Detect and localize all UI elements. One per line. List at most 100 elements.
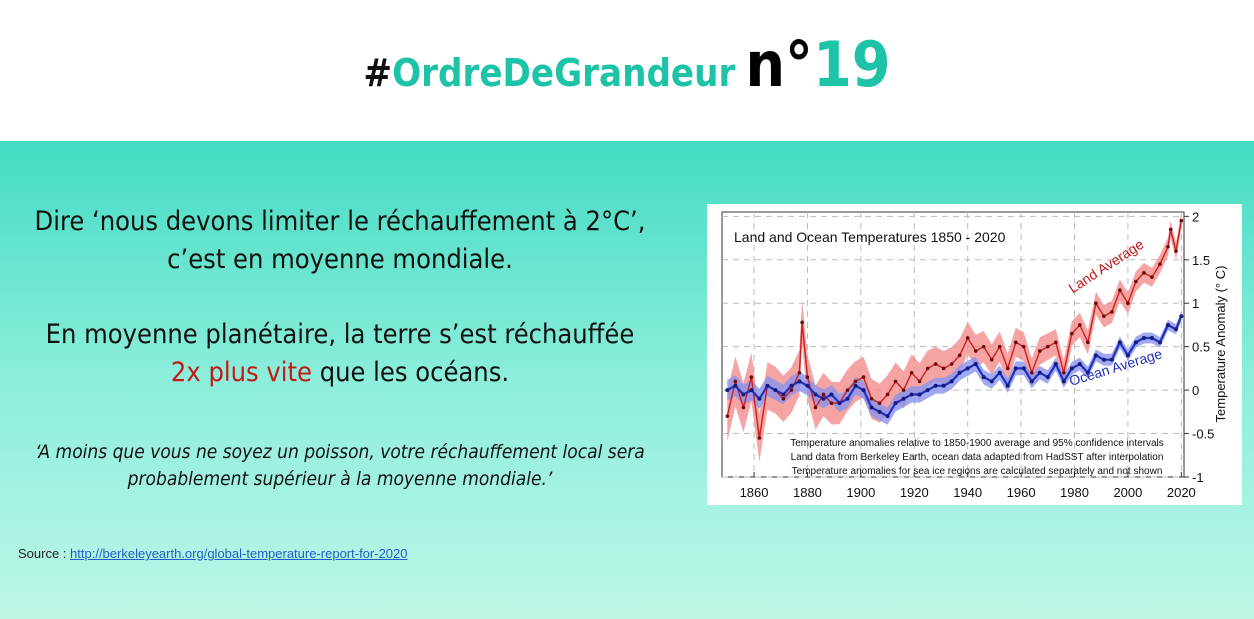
ocean-point — [1165, 322, 1170, 327]
land-point — [733, 379, 738, 384]
statement-line-2: c’est en moyenne mondiale. — [167, 244, 513, 275]
statement-line-1: Dire ‘nous devons limiter le réchauffeme… — [34, 206, 646, 237]
ocean-point — [1069, 366, 1074, 371]
quote-line-2: probablement supérieur à la moyenne mond… — [127, 468, 553, 490]
ocean-point — [893, 401, 898, 406]
land-point — [1086, 340, 1090, 345]
land-point — [901, 388, 906, 392]
x-tick-label: 1880 — [793, 485, 822, 500]
land-point — [1166, 244, 1170, 249]
ocean-point — [1117, 340, 1122, 345]
ocean-point — [869, 405, 874, 410]
ocean-point — [1179, 314, 1184, 319]
ocean-point — [1021, 366, 1026, 371]
land-point — [1158, 262, 1162, 266]
land-point — [725, 414, 730, 418]
temperature-chart: 1860 1880 1900 1920 1940 1960 1980 2000 2020 -1 -0… — [707, 204, 1242, 505]
ocean-point — [973, 362, 978, 367]
ocean-point — [781, 392, 786, 397]
ocean-point — [1085, 370, 1090, 375]
ocean-point — [1101, 357, 1106, 362]
land-point — [1168, 227, 1173, 232]
land-point — [1062, 370, 1066, 375]
ocean-point — [917, 392, 922, 397]
source-label: Source : — [18, 546, 71, 561]
annotation-line-1: Temperature anomalies relative to 1850-1… — [790, 438, 1164, 449]
land-point — [821, 392, 826, 397]
y-tick-label: 1.5 — [1192, 253, 1210, 268]
land-point — [853, 379, 858, 384]
statement-paragraph: Dire ‘nous devons limiter le réchauffeme… — [20, 203, 660, 279]
land-point — [845, 388, 850, 392]
ocean-point — [829, 392, 834, 397]
land-point — [1029, 370, 1034, 375]
land-point — [1126, 301, 1130, 306]
land-point — [869, 397, 874, 401]
x-tick-label: 1920 — [900, 485, 929, 500]
y-tick-label: -1 — [1192, 470, 1204, 485]
ocean-point — [861, 388, 866, 393]
ocean-point — [949, 379, 954, 384]
x-tick-label: 1960 — [1007, 485, 1036, 500]
ocean-point — [989, 379, 994, 384]
land-point — [1013, 340, 1018, 345]
land-point — [989, 357, 994, 362]
ocean-point — [821, 396, 826, 401]
ocean-point — [1141, 335, 1146, 340]
x-tick-label: 1940 — [953, 485, 982, 500]
ocean-point — [813, 392, 818, 397]
land-point — [885, 392, 890, 397]
ocean-point — [1133, 340, 1138, 345]
land-point — [925, 366, 930, 371]
ocean-point — [957, 370, 962, 375]
land-point — [1150, 275, 1154, 279]
land-series-line — [726, 220, 1182, 439]
source-link[interactable]: http://berkeleyearth.org/global-temperat… — [70, 546, 408, 561]
y-tick-label: 1 — [1192, 296, 1199, 311]
land-point — [941, 366, 946, 371]
comparison-rest: que les océans. — [311, 357, 510, 388]
ocean-point — [845, 396, 850, 401]
land-point — [973, 349, 978, 353]
ocean-point — [773, 388, 778, 393]
land-point — [917, 379, 922, 384]
annotation-line-3: Temperature anomalies for sea ice region… — [792, 466, 1163, 477]
ocean-point — [1173, 327, 1178, 332]
land-point — [741, 405, 746, 410]
land-point — [1054, 340, 1058, 345]
ocean-point — [741, 392, 746, 397]
land-point — [1078, 323, 1082, 327]
land-point — [981, 344, 986, 349]
ocean-point — [789, 383, 794, 388]
ocean-series-line — [726, 315, 1183, 418]
land-point — [1005, 366, 1010, 371]
land-point — [1179, 218, 1184, 223]
land-point — [800, 320, 804, 325]
land-point — [797, 370, 802, 375]
land-point — [1102, 314, 1106, 319]
ocean-point — [997, 370, 1002, 375]
land-point — [1021, 344, 1026, 349]
land-point — [781, 397, 786, 401]
ocean-point — [1077, 362, 1082, 367]
chart-title: Land and Ocean Temperatures 1850 - 2020 — [734, 229, 1006, 245]
land-point — [965, 336, 970, 340]
ocean-point — [1157, 340, 1162, 345]
ocean-point — [1109, 357, 1114, 362]
land-point — [1174, 249, 1178, 253]
land-point — [1118, 288, 1122, 292]
ocean-point — [1125, 353, 1130, 358]
x-tick-label: 2000 — [1113, 485, 1142, 500]
x-tick-label: 1860 — [740, 485, 769, 500]
y-tick-label: 0 — [1192, 383, 1199, 398]
annotation-line-2: Land data from Berkeley Earth, ocean dat… — [791, 452, 1164, 463]
ocean-point — [925, 388, 930, 393]
quote-paragraph: ‘A moins que vous ne soyez un poisson, v… — [20, 439, 660, 493]
land-point — [757, 436, 762, 440]
land-point — [1134, 279, 1138, 284]
land-point — [933, 362, 938, 366]
ocean-point — [885, 414, 890, 419]
title-number: 19 — [812, 28, 891, 101]
title-hashtag: OrdreDeGrandeur — [392, 51, 736, 95]
land-point — [789, 388, 794, 392]
